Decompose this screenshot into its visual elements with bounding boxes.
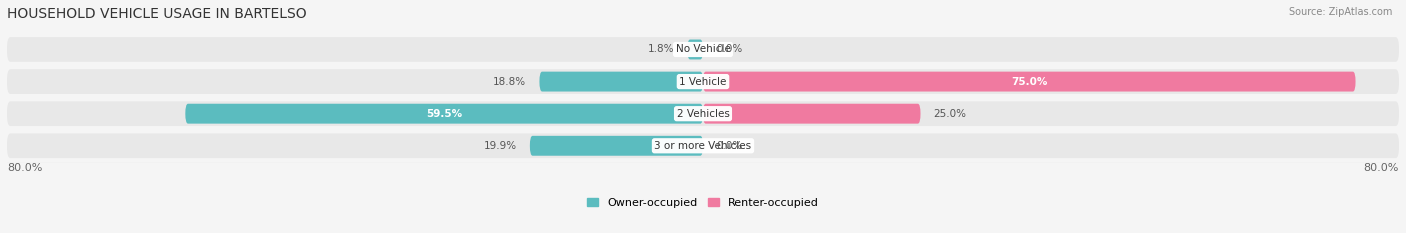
Legend: Owner-occupied, Renter-occupied: Owner-occupied, Renter-occupied	[586, 198, 820, 208]
Text: 2 Vehicles: 2 Vehicles	[676, 109, 730, 119]
FancyBboxPatch shape	[688, 40, 703, 59]
Text: 75.0%: 75.0%	[1011, 77, 1047, 87]
FancyBboxPatch shape	[7, 101, 1399, 126]
Text: 25.0%: 25.0%	[934, 109, 966, 119]
FancyBboxPatch shape	[186, 104, 703, 124]
FancyBboxPatch shape	[7, 134, 1399, 158]
Text: 1 Vehicle: 1 Vehicle	[679, 77, 727, 87]
Text: 1.8%: 1.8%	[648, 45, 675, 55]
FancyBboxPatch shape	[7, 69, 1399, 94]
Text: 18.8%: 18.8%	[494, 77, 526, 87]
Text: 3 or more Vehicles: 3 or more Vehicles	[654, 141, 752, 151]
Text: 0.0%: 0.0%	[716, 141, 742, 151]
FancyBboxPatch shape	[530, 136, 703, 156]
FancyBboxPatch shape	[540, 72, 703, 92]
Text: 80.0%: 80.0%	[1364, 163, 1399, 173]
Text: 59.5%: 59.5%	[426, 109, 463, 119]
Text: 80.0%: 80.0%	[7, 163, 42, 173]
Text: Source: ZipAtlas.com: Source: ZipAtlas.com	[1288, 7, 1392, 17]
FancyBboxPatch shape	[7, 37, 1399, 62]
Text: No Vehicle: No Vehicle	[675, 45, 731, 55]
Text: 0.0%: 0.0%	[716, 45, 742, 55]
Text: HOUSEHOLD VEHICLE USAGE IN BARTELSO: HOUSEHOLD VEHICLE USAGE IN BARTELSO	[7, 7, 307, 21]
FancyBboxPatch shape	[703, 72, 1355, 92]
FancyBboxPatch shape	[703, 104, 921, 124]
Text: 19.9%: 19.9%	[484, 141, 517, 151]
